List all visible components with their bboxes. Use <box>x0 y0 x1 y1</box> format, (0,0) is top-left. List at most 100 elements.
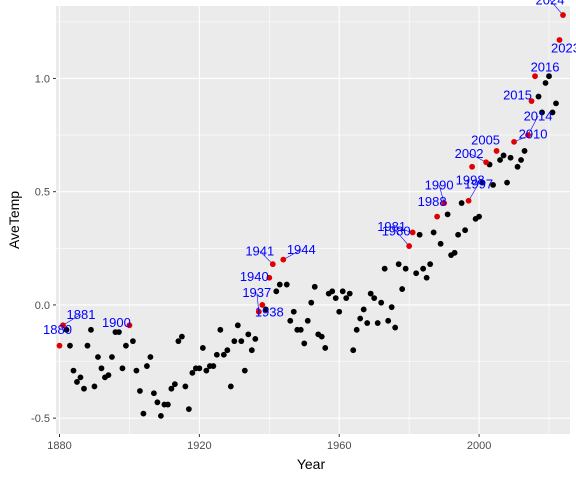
data-point <box>196 365 203 372</box>
data-point <box>217 326 224 333</box>
label-connector <box>395 230 410 247</box>
data-point <box>350 347 357 354</box>
data-point <box>423 274 430 281</box>
data-point <box>318 333 325 340</box>
data-point <box>336 308 343 315</box>
data-point <box>420 265 427 272</box>
year-label: 1997 <box>464 176 493 191</box>
data-point <box>504 179 510 186</box>
data-point <box>353 326 360 333</box>
data-point <box>74 379 80 385</box>
year-label: 2015 <box>503 88 532 103</box>
highlighted-point <box>269 261 276 268</box>
highlighted-point <box>493 148 500 154</box>
data-point <box>343 295 350 302</box>
data-point <box>381 265 388 272</box>
year-label: 1880 <box>43 322 72 337</box>
data-point <box>77 374 84 381</box>
data-point <box>479 179 486 186</box>
year-label: 1940 <box>240 269 269 284</box>
highlighted-point <box>255 308 262 315</box>
data-point <box>360 306 367 313</box>
highlighted-point <box>280 256 287 263</box>
highlighted-point <box>126 322 133 329</box>
data-point <box>339 288 346 295</box>
highlighted-point <box>406 243 413 249</box>
year-label: 1937 <box>242 285 271 300</box>
year-label: 1941 <box>245 244 274 259</box>
data-point <box>301 340 308 347</box>
data-point <box>287 317 294 324</box>
data-point <box>178 333 185 340</box>
data-point <box>116 329 122 335</box>
data-point <box>444 211 451 218</box>
data-point <box>154 399 161 406</box>
data-point <box>364 320 371 326</box>
data-point <box>273 288 280 295</box>
data-point <box>451 249 458 256</box>
data-point <box>518 157 524 163</box>
y-tick-label: 0.5 <box>35 187 50 199</box>
year-label: 2002 <box>455 146 484 161</box>
data-point <box>371 295 378 302</box>
data-point <box>507 154 514 161</box>
year-label: 2014 <box>524 109 553 124</box>
data-point <box>91 383 98 390</box>
data-point <box>182 383 189 390</box>
data-point <box>252 335 259 342</box>
data-point <box>227 383 234 390</box>
data-point <box>189 369 196 376</box>
data-point <box>109 354 115 360</box>
data-point <box>231 338 238 345</box>
y-tick-label: 0.0 <box>35 300 50 312</box>
label-connector <box>468 152 487 163</box>
highlighted-point <box>483 159 489 166</box>
highlighted-point <box>266 274 273 281</box>
year-label: 2023 <box>551 40 576 55</box>
highlighted-point <box>556 37 563 43</box>
data-point <box>304 317 311 324</box>
data-point <box>283 281 290 288</box>
label-connector <box>62 314 82 326</box>
data-point <box>427 261 434 268</box>
y-tick-label: 1.0 <box>35 73 50 85</box>
data-point <box>416 231 423 238</box>
data-point <box>248 347 255 354</box>
plot-panel <box>56 6 570 434</box>
data-point <box>262 306 269 313</box>
year-label: 1938 <box>255 304 284 319</box>
data-point <box>224 347 231 354</box>
data-point <box>392 324 399 331</box>
data-point <box>63 326 70 333</box>
data-point <box>539 109 545 116</box>
highlighted-point <box>441 200 448 206</box>
year-label: 1990 <box>425 178 454 193</box>
year-label: 1881 <box>67 307 96 322</box>
data-point <box>70 367 77 374</box>
data-point <box>123 342 129 349</box>
label-connector <box>259 250 274 265</box>
year-label: 1944 <box>287 242 316 257</box>
x-tick-label: 1960 <box>327 440 351 452</box>
label-connector <box>438 184 445 204</box>
data-point <box>500 152 507 159</box>
data-point <box>199 345 206 351</box>
data-point <box>402 265 409 272</box>
data-point <box>311 283 318 290</box>
y-axis-title: AveTemp <box>6 191 22 249</box>
data-points <box>56 12 566 419</box>
year-label: 2024 <box>536 0 565 8</box>
label-connector <box>549 0 564 16</box>
data-point <box>133 367 140 374</box>
data-point <box>276 281 283 288</box>
data-point <box>185 406 192 412</box>
highlighted-point <box>511 138 517 145</box>
data-point <box>413 270 420 277</box>
year-label: 2005 <box>471 132 500 147</box>
data-point <box>105 372 112 379</box>
data-point <box>462 227 469 234</box>
y-tick-label: -0.5 <box>31 413 50 425</box>
data-point <box>147 354 154 360</box>
data-point <box>140 410 147 417</box>
